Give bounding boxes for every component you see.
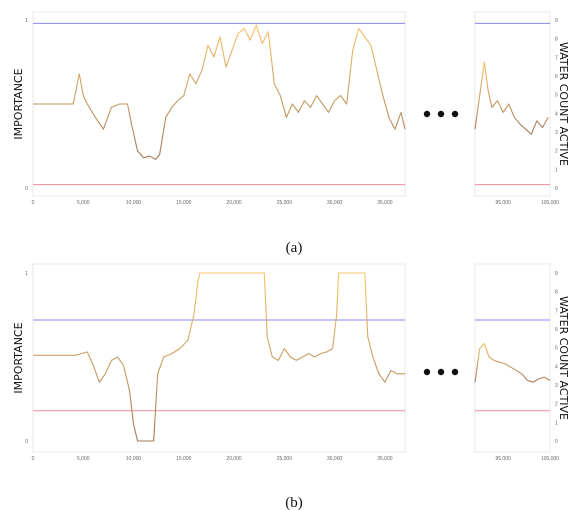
x-tick-label-inset: 95,000 (495, 456, 511, 462)
y2-tick-label: 0 (555, 439, 558, 445)
x-tick-label-inset: 100,000 (541, 456, 559, 462)
x-tick-label: 5,000 (77, 456, 90, 462)
ellipsis-dot (451, 110, 459, 118)
y2-tick-label: 7 (555, 55, 558, 61)
y-tick-label: 1 (25, 271, 28, 277)
y2-tick-label: 6 (555, 74, 558, 80)
x-tick-label-inset: 100,000 (541, 200, 559, 206)
ellipsis-dot (423, 110, 431, 118)
x-tick-label: 25,000 (277, 200, 293, 206)
y-tick-label: 0 (25, 439, 28, 445)
x-tick-label: 0 (32, 200, 35, 206)
x-tick-label: 15,000 (176, 200, 192, 206)
y2-tick-label: 5 (555, 346, 558, 352)
x-tick-label: 5,000 (77, 200, 90, 206)
y-axis-title: IMPORTANCE (12, 322, 25, 393)
series-line-main (33, 24, 406, 160)
plot-frame-inset (474, 263, 551, 453)
y2-axis-title: WATER COUNT ACTIVE (557, 42, 570, 166)
subfigure-caption: (b) (285, 495, 303, 510)
y2-tick-label: 9 (555, 18, 558, 24)
plot-frame-main (32, 263, 406, 453)
y2-tick-label: 0 (555, 186, 558, 192)
series-line-inset (474, 343, 551, 383)
y2-tick-label: 1 (555, 420, 558, 426)
y2-tick-label: 3 (555, 130, 558, 136)
y2-tick-label: 5 (555, 93, 558, 99)
y2-tick-label: 7 (555, 308, 558, 314)
y-axis-title: IMPORTANCE (12, 68, 25, 139)
x-tick-label: 25,000 (277, 456, 293, 462)
y2-tick-label: 8 (555, 290, 558, 296)
x-tick-label: 20,000 (226, 456, 242, 462)
ellipsis-dot (423, 368, 431, 376)
subfigure-caption: (a) (286, 240, 303, 256)
x-tick-label: 35,000 (377, 456, 393, 462)
series-line-inset (474, 61, 549, 135)
y2-tick-label: 8 (555, 37, 558, 43)
y2-tick-label: 9 (555, 271, 558, 277)
x-tick-label: 10,000 (126, 200, 142, 206)
x-tick-label: 30,000 (327, 456, 343, 462)
x-tick-label-inset: 95,000 (495, 200, 511, 206)
x-tick-label: 10,000 (126, 456, 142, 462)
y2-tick-label: 1 (555, 167, 558, 173)
y2-axis-title: WATER COUNT ACTIVE (557, 296, 570, 420)
series-line-main (33, 272, 405, 442)
y2-tick-label: 6 (555, 327, 558, 333)
ellipsis-dot (437, 368, 445, 376)
y2-tick-label: 2 (555, 149, 558, 155)
ellipsis-dot (437, 110, 445, 118)
y2-tick-label: 3 (555, 383, 558, 389)
x-tick-label: 20,000 (226, 200, 242, 206)
x-tick-label: 15,000 (176, 456, 192, 462)
x-tick-label: 0 (32, 456, 35, 462)
x-tick-label: 35,000 (377, 200, 393, 206)
plot-frame-inset (474, 11, 551, 197)
ellipsis-dot (451, 368, 459, 376)
y2-tick-label: 4 (555, 111, 558, 117)
y2-tick-label: 4 (555, 364, 558, 370)
y2-tick-label: 2 (555, 402, 558, 408)
x-tick-label: 30,000 (327, 200, 343, 206)
y-tick-label: 1 (25, 18, 28, 24)
y-tick-label: 0 (25, 186, 28, 192)
